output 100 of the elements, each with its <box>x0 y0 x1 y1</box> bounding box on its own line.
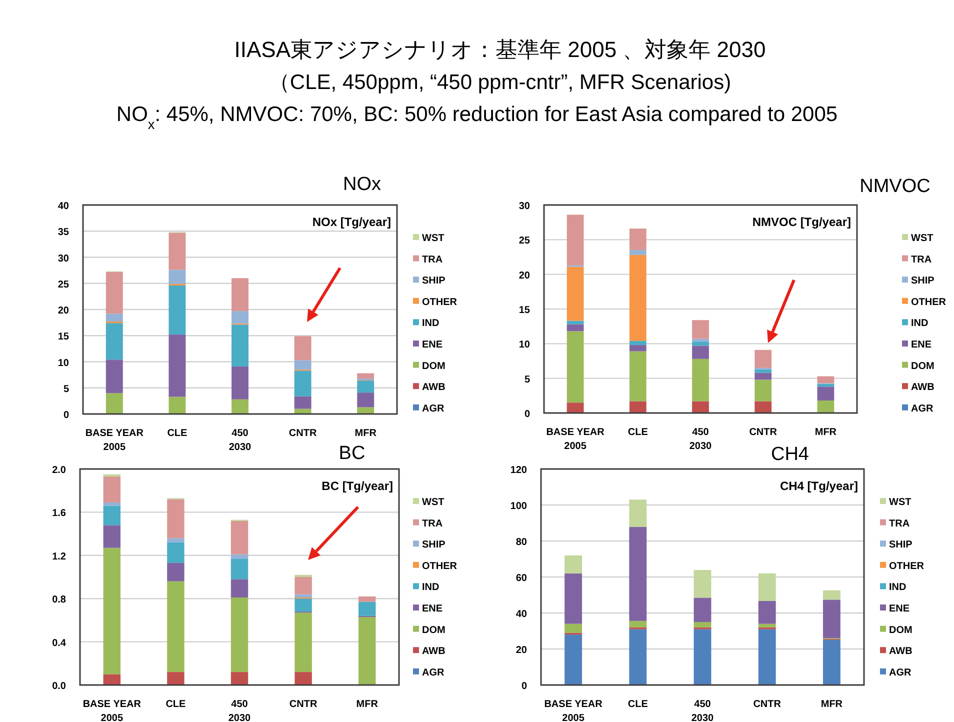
x-tick-label: BASE YEAR 2005 <box>546 427 606 452</box>
bar <box>357 392 374 408</box>
bar <box>694 622 712 628</box>
bar <box>566 324 584 332</box>
bar <box>564 573 582 624</box>
bar <box>168 270 186 284</box>
bar <box>758 624 776 628</box>
bar <box>822 600 840 638</box>
bar <box>357 373 374 378</box>
legend-label: SHIP <box>422 540 446 551</box>
bar <box>692 338 709 342</box>
y-tick-label: 0.0 <box>52 681 66 692</box>
bar <box>629 500 647 527</box>
y-tick-label: 0 <box>63 410 70 421</box>
bar <box>232 324 248 366</box>
legend-label: AWB <box>911 382 934 394</box>
bar <box>167 538 184 542</box>
bar <box>294 360 312 370</box>
bar <box>692 358 709 402</box>
x-tick-label: CLE <box>628 699 648 710</box>
x-tick-label: 450 2030 <box>228 428 252 453</box>
bar <box>692 320 709 339</box>
legend-label: AGR <box>422 403 445 414</box>
legend-label: WST <box>889 497 912 508</box>
legend-label: DOM <box>422 624 446 636</box>
bar <box>230 558 248 580</box>
bar <box>103 474 121 477</box>
legend-label: OTHER <box>911 296 947 308</box>
x-tick-label: BASE YEAR 2005 <box>85 428 144 453</box>
chart-title: NOx <box>343 174 382 195</box>
bar <box>106 393 123 414</box>
bar <box>566 331 584 403</box>
bar <box>358 616 376 685</box>
bar <box>758 573 776 601</box>
bar <box>629 250 646 255</box>
bar <box>564 624 582 633</box>
legend-label: TRA <box>422 518 443 530</box>
bar <box>817 376 834 384</box>
bar <box>167 542 184 563</box>
y-tick-label: 60 <box>516 573 528 584</box>
bar <box>294 370 312 396</box>
annotation: BC [Tg/year] <box>322 479 394 493</box>
bar <box>692 346 709 359</box>
legend-label: ENE <box>889 604 910 614</box>
bar <box>103 502 121 506</box>
x-tick-label: CNTR <box>288 428 318 439</box>
y-tick-label: 25 <box>58 279 70 290</box>
bar <box>629 254 646 341</box>
legend-label: TRA <box>911 254 932 266</box>
bar <box>103 525 121 548</box>
bar <box>103 506 121 526</box>
y-tick-label: 0 <box>521 681 528 692</box>
x-tick-label: BASE YEAR 2005 <box>544 699 604 722</box>
y-tick-label: 40 <box>58 201 70 212</box>
y-tick-label: 15 <box>58 332 70 343</box>
bar <box>566 320 584 324</box>
bar <box>168 232 186 270</box>
x-tick-label: 450 2030 <box>689 427 712 452</box>
x-tick-label: CLE <box>166 699 186 710</box>
legend-label: WST <box>422 233 444 244</box>
bar <box>106 314 123 322</box>
bar <box>232 278 248 312</box>
legend-label: IND <box>422 318 440 330</box>
text: （CLE, 450ppm, “450 ppm-cntr”, MFR Scenarios) <box>268 71 732 94</box>
x-tick-label: MFR <box>354 428 378 439</box>
x-tick-label: 450 2030 <box>228 699 252 722</box>
bar <box>168 285 186 335</box>
legend-label: OTHER <box>889 560 925 572</box>
bar <box>294 396 312 409</box>
x-tick-label: CNTR <box>289 699 318 710</box>
bar <box>294 594 312 598</box>
legend-label: TRA <box>889 518 910 530</box>
legend-label: DOM <box>422 360 446 372</box>
x-tick-label: CLE <box>628 427 648 438</box>
bar <box>754 369 772 373</box>
bar <box>629 526 647 621</box>
bar <box>232 366 248 400</box>
bar <box>629 340 646 346</box>
legend-label: ENE <box>422 604 443 614</box>
y-tick-label: 0.8 <box>52 594 66 606</box>
bar <box>629 401 646 413</box>
bar <box>294 336 312 360</box>
bar <box>294 577 312 594</box>
legend-label: ENE <box>422 340 443 350</box>
x-tick-label: MFR <box>820 699 844 710</box>
legend-label: OTHER <box>422 560 458 572</box>
bar <box>358 602 376 616</box>
y-tick-label: 15 <box>518 305 530 316</box>
y-tick-label: 20 <box>58 306 70 316</box>
bar <box>566 214 584 266</box>
y-tick-label: 120 <box>510 465 528 476</box>
bar <box>817 386 834 401</box>
y-tick-label: 1.6 <box>52 508 66 520</box>
bar <box>294 672 312 685</box>
bar <box>694 570 712 598</box>
y-tick-label: 40 <box>516 609 528 620</box>
bar <box>629 629 647 685</box>
bar <box>817 384 834 387</box>
legend-label: IND <box>911 318 928 330</box>
bar <box>167 672 184 685</box>
